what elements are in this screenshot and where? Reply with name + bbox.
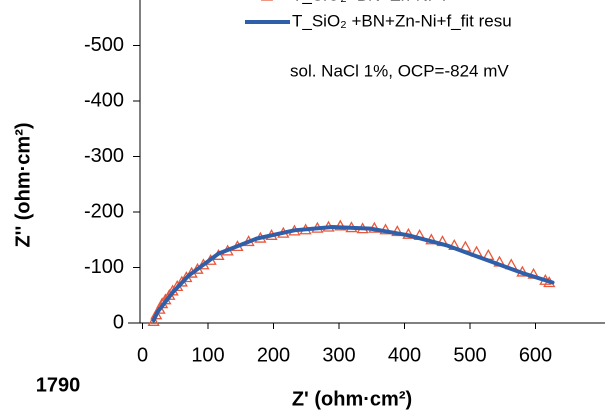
y-tick-label: -300: [84, 145, 124, 167]
legend-label: T_SiO₂ +BN+Zn-Ni+f_fit resu: [292, 11, 512, 30]
y-tick-label: -200: [84, 200, 124, 222]
y-tick-label: 0: [113, 311, 124, 333]
x-tick-label: 500: [453, 344, 486, 366]
x-tick-label: 200: [257, 344, 290, 366]
fit-line: [151, 224, 555, 323]
y-tick-label: -400: [84, 89, 124, 111]
legend-label: T_SiO₂+BN+Zn-Ni+f: [292, 0, 447, 4]
x-axis-label: Z' (ohm·cm²): [292, 388, 412, 410]
data-point: [147, 314, 160, 326]
x-tick-label: 300: [322, 344, 355, 366]
x-tick-label: 100: [191, 344, 224, 366]
y-tick-label: -500: [84, 34, 124, 56]
figure-id: 1790: [36, 374, 81, 396]
annotation: sol. NaCl 1%, OCP=-824 mV: [290, 61, 509, 80]
y-tick-label: -100: [84, 256, 124, 278]
x-tick-label: 600: [519, 344, 552, 366]
y-axis-label: Z'' (ohm·cm²): [12, 122, 34, 247]
x-tick-label: 0: [137, 344, 148, 366]
x-tick-label: 400: [388, 344, 421, 366]
